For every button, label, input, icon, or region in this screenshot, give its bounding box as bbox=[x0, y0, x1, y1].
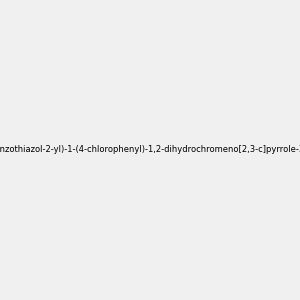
Text: 2-(1,3-Benzothiazol-2-yl)-1-(4-chlorophenyl)-1,2-dihydrochromeno[2,3-c]pyrrole-3: 2-(1,3-Benzothiazol-2-yl)-1-(4-chlorophe… bbox=[0, 146, 300, 154]
